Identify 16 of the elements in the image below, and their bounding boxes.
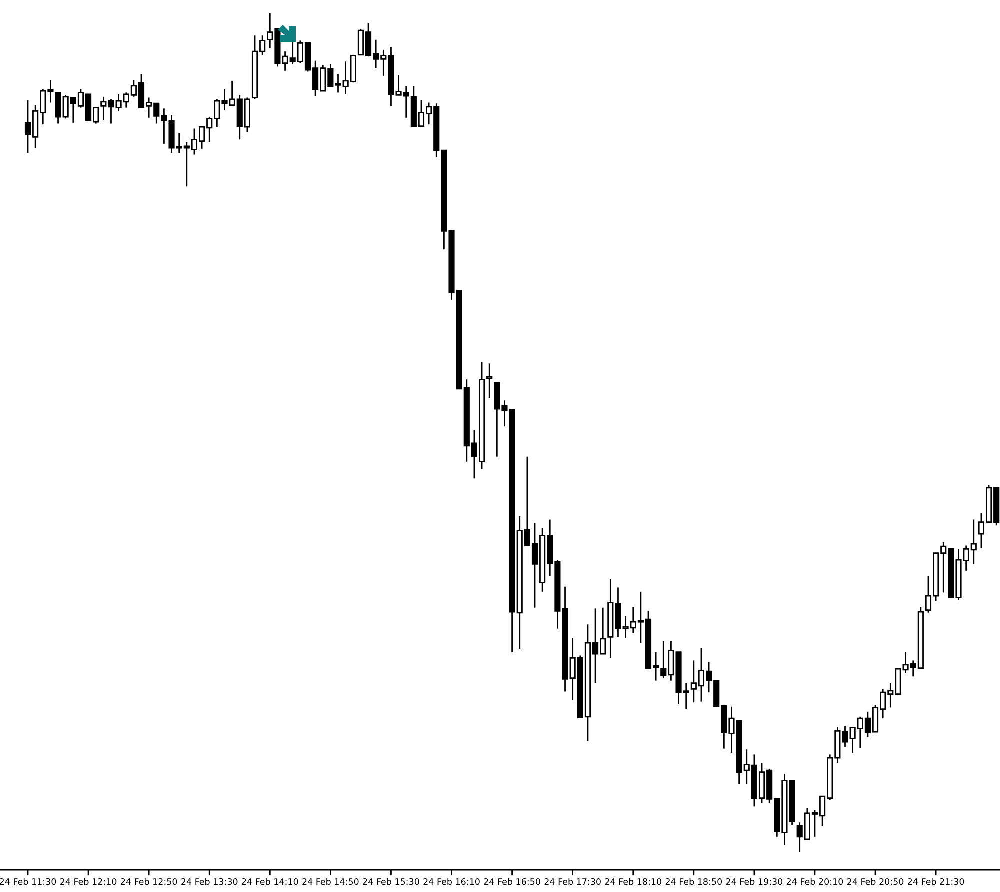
x-tick-label: 24 Feb 12:10 [60,878,117,886]
x-tick-label: 24 Feb 20:10 [786,878,844,886]
x-tick-label: 24 Feb 13:30 [182,878,238,886]
x-tick-label: 24 Feb 18:50 [666,878,722,886]
x-tick-label: 24 Feb 20:50 [847,878,904,886]
x-tick-label: 24 Feb 21:30 [908,878,964,886]
x-tick-label: 24 Feb 11:30 [0,878,56,886]
x-tick-label: 24 Feb 16:10 [424,878,480,886]
x-tick-label: 24 Feb 14:10 [242,878,298,886]
x-tick-label: 24 Feb 17:30 [544,878,601,886]
x-tick-label: 24 Feb 14:50 [302,878,359,886]
x-tick-label: 24 Feb 15:30 [363,878,420,886]
x-tick-label: 24 Feb 18:10 [605,878,662,886]
x-tick-label: 24 Feb 16:50 [484,878,540,886]
x-tick-label: 24 Feb 19:30 [726,878,783,886]
x-tick-label: 24 Feb 12:50 [121,878,178,886]
